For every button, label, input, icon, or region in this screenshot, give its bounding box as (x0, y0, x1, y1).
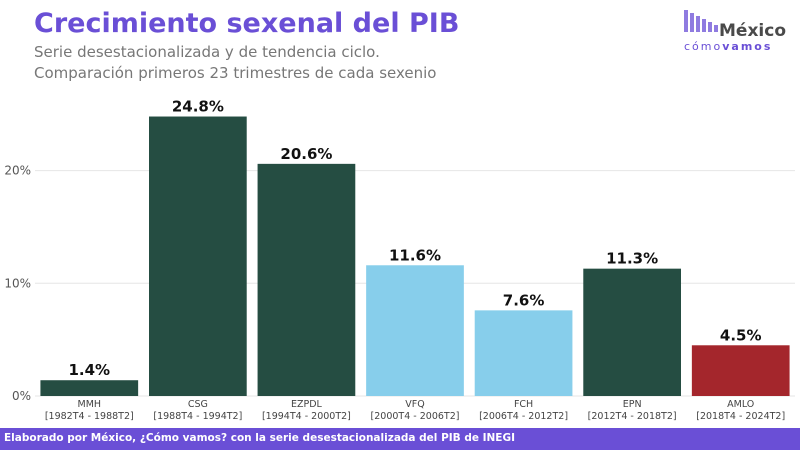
bar (40, 380, 139, 396)
data-label: 11.3% (606, 250, 658, 268)
chart-subtitle-line-1: Serie desestacionalizada y de tendencia … (34, 43, 380, 61)
bar (366, 265, 464, 396)
footer-credit: Elaborado por México, ¿Cómo vamos? con l… (4, 432, 516, 444)
x-tick-label: EZPDL (291, 399, 323, 410)
x-tick-label: CSG (188, 399, 208, 410)
x-tick-period: [1982T4 - 1988T2] (45, 411, 134, 422)
footer-bar: Elaborado por México, ¿Cómo vamos? con l… (0, 428, 800, 450)
mexico-como-vamos-logo: México cómovamos (682, 8, 792, 58)
data-label: 4.5% (720, 326, 762, 344)
bar (583, 268, 681, 396)
data-label: 24.8% (172, 98, 224, 116)
chart-subtitle-line-2: Comparación primeros 23 trimestres de ca… (34, 64, 437, 82)
data-label: 7.6% (503, 291, 545, 309)
bar (474, 310, 573, 396)
x-tick-label: FCH (514, 399, 533, 410)
x-tick-period: [1994T4 - 2000T2] (262, 411, 351, 422)
x-tick-period: [2018T4 - 2024T2] (696, 411, 785, 422)
bar-chart: 0% 10% 20% 1.4% MMH[1982T4 - 1988T2] 24.8% CSG… (4, 98, 795, 422)
bar (257, 163, 356, 396)
bar (149, 116, 247, 397)
y-tick-label: 20% (4, 164, 31, 178)
logo-sub-suffix: vamos (722, 40, 773, 53)
y-tick-label: 10% (4, 276, 31, 290)
x-tick-label: EPN (623, 399, 642, 410)
data-label: 1.4% (68, 361, 110, 379)
logo-sub-prefix: cómo (684, 40, 723, 53)
y-tick-label: 0% (12, 389, 31, 403)
x-tick-label: MMH (78, 399, 102, 410)
x-tick-period: [2006T4 - 2012T2] (479, 411, 568, 422)
data-label: 11.6% (389, 246, 441, 264)
x-tick-label: VFQ (405, 399, 424, 410)
x-tick-period: [1988T4 - 1994T2] (153, 411, 242, 422)
x-tick-label: AMLO (727, 399, 754, 410)
logo-word: México (719, 21, 786, 41)
bar (691, 345, 790, 396)
chart-title: Crecimiento sexenal del PIB (34, 8, 460, 39)
x-tick-period: [2012T4 - 2018T2] (588, 411, 677, 422)
data-label: 20.6% (280, 145, 332, 163)
x-tick-period: [2000T4 - 2006T2] (371, 411, 460, 422)
bars-logo-icon (684, 10, 718, 32)
logo-subtext: cómovamos (684, 40, 772, 53)
